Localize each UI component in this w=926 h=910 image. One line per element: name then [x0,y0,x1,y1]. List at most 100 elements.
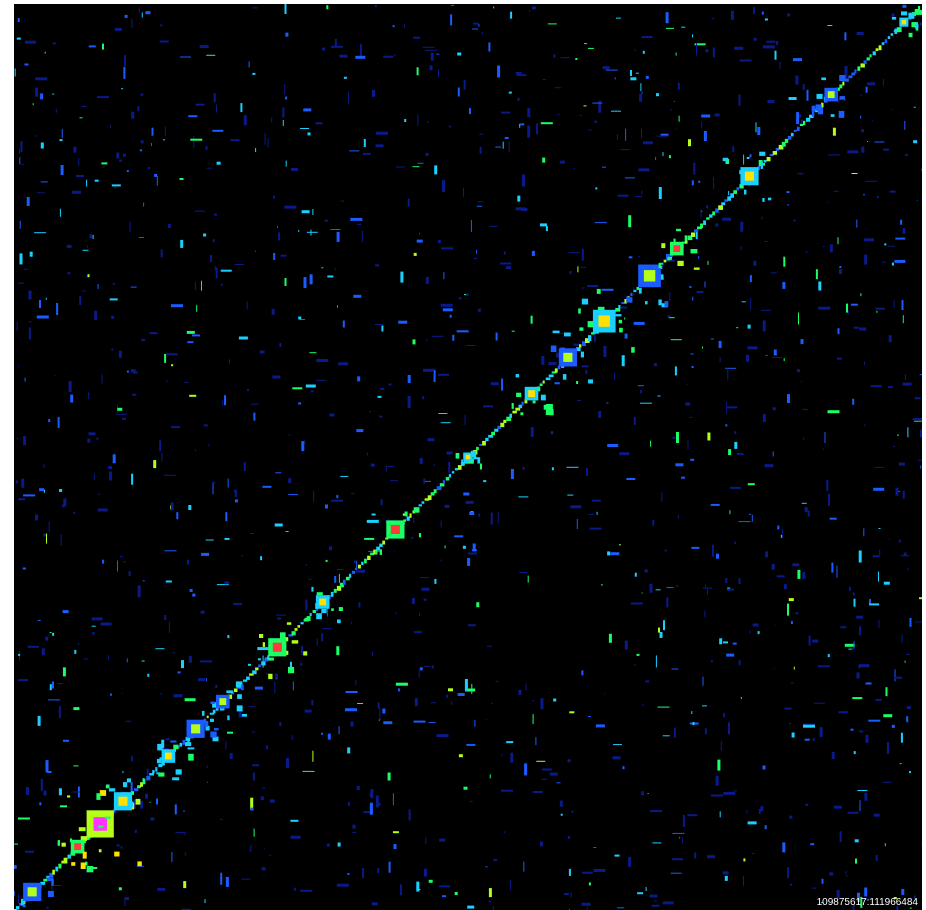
heatmap-cell [431,335,444,337]
heatmap-cell [385,465,387,472]
heatmap-cell [802,572,806,580]
heatmap-cell [559,800,563,807]
heatmap-cell [851,173,858,174]
heatmap-cell [171,304,183,308]
heatmap-cell [470,511,474,513]
heatmap-cell [273,195,276,199]
heatmap-cell [291,735,293,741]
diagonal-cell [872,51,876,56]
heatmap-cell [154,173,158,177]
diagonal-cell [379,543,383,547]
heatmap-cell [477,201,484,203]
heatmap-cell [859,626,862,636]
heatmap-cell [304,709,312,713]
heatmap-cell [338,573,340,583]
diagonal-cell [488,434,494,438]
domain-halo-cell [461,459,464,466]
heatmap-cell [782,842,786,853]
diagonal-cell [291,631,296,636]
heatmap-cell [658,187,662,199]
heatmap-cell [24,377,26,382]
heatmap-cell [723,641,728,644]
heatmap-cell [864,424,866,427]
domain-halo-cell [213,728,219,731]
heatmap-cell [101,374,103,384]
heatmap-cell [764,18,768,21]
diagonal-cell [715,208,719,213]
heatmap-cell [497,512,499,524]
diagonal-cell [739,184,744,189]
heatmap-cell [791,732,795,738]
heatmap-cell [743,875,744,886]
heatmap-cell [164,550,177,552]
heatmap-cell [720,740,722,751]
heatmap-cell [916,200,919,202]
heatmap-cell [109,471,113,481]
heatmap-cell [891,109,893,110]
heatmap-cell [48,699,61,701]
heatmap-cell [254,686,263,690]
diagonal-cell [694,229,699,233]
domain-halo-cell [51,878,54,886]
domain-halo-cell [413,507,420,513]
heatmap-cell [35,87,39,97]
heatmap-cell [714,113,720,117]
heatmap-cell [580,266,586,268]
heatmap-cell [174,804,177,815]
heatmap-cell [624,333,628,339]
heatmap-cell [891,724,895,728]
heatmap-cell [467,624,476,627]
heatmap-cell [362,868,365,878]
heatmap-cell [746,810,748,814]
heatmap-cell [316,359,329,362]
diagonal-cell [809,114,814,118]
heatmap-cell [177,671,181,674]
heatmap-cell [541,778,548,780]
heatmap-cell [380,388,385,390]
heatmap-cell [423,665,431,667]
heatmap-cell [691,546,700,549]
heatmap-cell [138,7,140,14]
heatmap-cell [492,906,494,910]
heatmap-cell [366,452,368,456]
heatmap-cell [23,494,36,497]
heatmap-cell [416,67,419,76]
heatmap-cell [524,763,528,776]
heatmap-cell [188,655,192,663]
heatmap-cell [515,207,526,211]
heatmap-cell [568,868,571,876]
domain-halo-cell [830,114,835,117]
heatmap-cell [472,543,476,552]
domain-halo-cell [546,404,553,410]
heatmap-cell [884,243,887,246]
diagonal-cell [687,235,693,241]
heatmap-cell [375,264,380,267]
heatmap-cell [770,272,777,274]
heatmap-cell [690,458,695,461]
heatmap-cell [101,166,105,168]
heatmap-cell [285,531,289,532]
heatmap-cell [238,336,248,340]
diagonal-cell [442,480,445,484]
heatmap-cell [875,698,882,701]
heatmap-cell [760,806,764,812]
heatmap-cell [25,850,34,853]
heatmap-cell [801,502,807,504]
heatmap-cell [309,352,317,354]
heatmap-cell [767,100,775,104]
heatmap-cell [250,797,254,810]
heatmap-cell [909,617,912,627]
heatmap-cell [260,556,263,561]
heatmap-cell [271,117,273,123]
diagonal-cell [866,57,870,61]
heatmap-cell [822,448,825,450]
heatmap-cell [793,219,796,222]
diagonal-cell [445,477,450,481]
heatmap-cell [306,231,318,233]
heatmap-cell [18,679,28,682]
heatmap-cell [224,395,226,406]
heatmap-cell [532,700,535,702]
domain-halo-cell [815,104,822,111]
heatmap-cell [837,237,839,245]
heatmap-cell [436,734,449,738]
